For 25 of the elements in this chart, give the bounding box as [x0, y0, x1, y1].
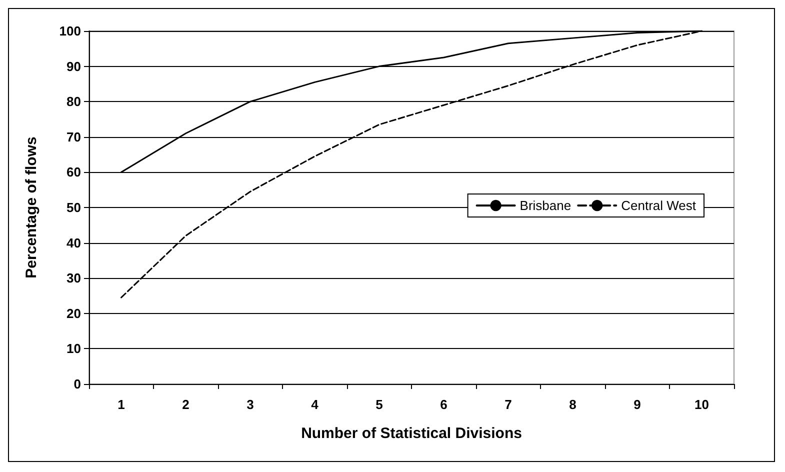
x-tick-label: 6 — [440, 397, 448, 412]
legend-label: Central West — [621, 198, 696, 213]
x-tick-label: 9 — [634, 397, 641, 412]
x-tick-label: 2 — [182, 397, 190, 412]
y-tick-label: 90 — [66, 58, 81, 74]
y-tick-label: 30 — [66, 270, 81, 286]
y-tick-label: 10 — [66, 341, 81, 356]
x-tick-label: 10 — [694, 397, 709, 412]
y-tick-label: 20 — [66, 306, 81, 321]
x-tick-label: 7 — [504, 397, 512, 412]
x-axis-title: Number of Statistical Divisions — [301, 425, 522, 442]
x-tick-label: 5 — [376, 397, 383, 412]
x-tick-label: 3 — [246, 397, 254, 412]
x-tick-label: 8 — [569, 397, 576, 412]
x-tick-label: 4 — [311, 397, 320, 412]
legend-label: Brisbane — [520, 198, 572, 213]
x-tick-label: 1 — [118, 397, 125, 412]
y-tick-label: 50 — [66, 200, 81, 215]
y-axis-title: Percentage of flows — [23, 136, 40, 278]
y-tick-label: 0 — [74, 376, 81, 392]
y-tick-label: 70 — [66, 129, 81, 144]
y-tick-label: 80 — [66, 94, 81, 110]
y-tick-label: 100 — [59, 24, 81, 38]
y-tick-label: 40 — [66, 235, 81, 250]
y-tick-label: 60 — [66, 164, 81, 180]
